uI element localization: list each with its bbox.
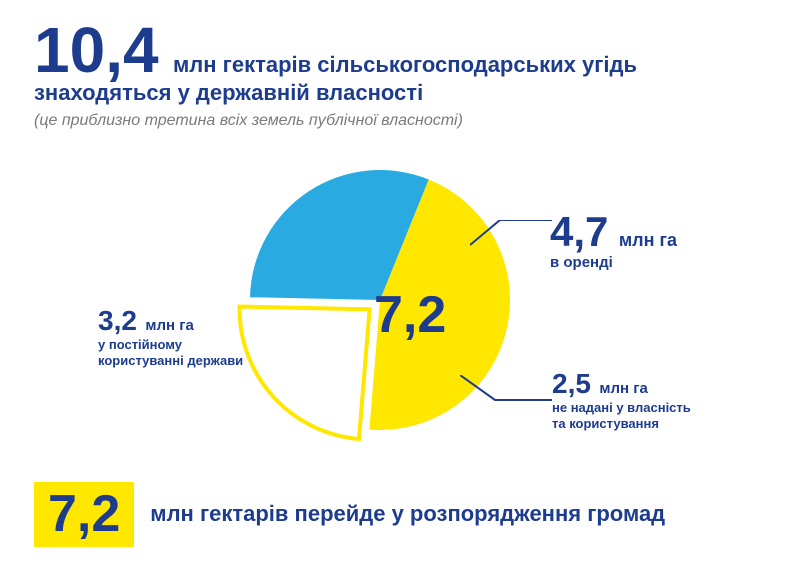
pie-chart-area: 7,2 4,7 млн га в оренді 3,2 млн га у пос… <box>0 140 800 490</box>
header-line2: знаходяться у державній власності <box>34 80 780 106</box>
slice-desc: у постійномукористуванні держави <box>98 337 243 370</box>
header-line1: 10,4 млн гектарів сільськогосподарських … <box>34 18 780 82</box>
slice-label-rented: 4,7 млн га в оренді <box>550 208 677 271</box>
slice-value: 4,7 <box>550 208 608 255</box>
slice-value: 2,5 <box>552 368 591 399</box>
slice-value: 3,2 <box>98 305 137 336</box>
slice-label-state-use: 3,2 млн га у постійномукористуванні держ… <box>98 305 243 370</box>
header-big-number: 10,4 <box>34 14 159 86</box>
slice-label-unassigned: 2,5 млн га не надані у власністьта корис… <box>552 368 691 433</box>
slice-unit: млн га <box>145 317 193 334</box>
slice-unit: млн га <box>619 230 677 250</box>
slice-desc: не надані у власністьта користування <box>552 400 691 433</box>
leader-line-bottom-right <box>460 375 552 405</box>
leader-line-top-right <box>470 220 552 250</box>
header-line1-text: млн гектарів сільськогосподарських угідь <box>173 52 637 77</box>
footer-highlight-box: 7,2 <box>34 482 134 547</box>
header-block: 10,4 млн гектарів сільськогосподарських … <box>34 18 780 130</box>
header-subtext: (це приблизно третина всіх земель публіч… <box>34 112 780 130</box>
pie-slice <box>240 307 370 439</box>
footer-text: млн гектарів перейде у розпорядження гро… <box>150 501 665 527</box>
slice-unit: млн га <box>599 380 647 397</box>
footer-block: 7,2 млн гектарів перейде у розпорядження… <box>34 482 665 547</box>
pie-center-value: 7,2 <box>374 285 446 345</box>
slice-desc: в оренді <box>550 254 677 271</box>
